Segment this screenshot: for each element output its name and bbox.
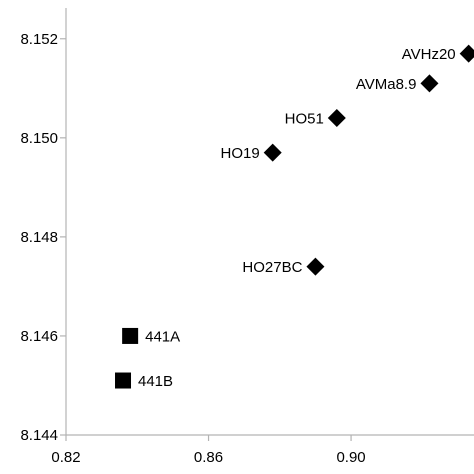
- point-label: HO19: [220, 145, 259, 162]
- chart-marks: AVHz20 AVMa8.9 HO51 HO19 HO27BC 441A 441B: [115, 44, 474, 390]
- x-tick-label: 0.82: [51, 449, 80, 466]
- diamond-marker: [327, 109, 346, 128]
- data-point-ho51: HO51: [285, 109, 346, 128]
- chart-ticks: 8.144 8.146 8.148 8.150 8.152 0.82 0.86 0.90: [20, 31, 365, 466]
- y-tick-label: 8.152: [20, 31, 58, 48]
- diamond-marker: [420, 74, 439, 93]
- point-label: HO27BC: [242, 259, 302, 276]
- y-tick-label: 8.146: [20, 328, 58, 345]
- y-tick-label: 8.150: [20, 130, 58, 147]
- point-label: 441A: [145, 328, 180, 345]
- data-point-441b: 441B: [115, 372, 173, 390]
- diamond-marker: [306, 257, 325, 276]
- data-point-ho27bc: HO27BC: [242, 257, 325, 276]
- y-tick-label: 8.148: [20, 229, 58, 246]
- chart-axes: [65, 8, 474, 436]
- point-label: 441B: [138, 373, 173, 390]
- diamond-marker: [263, 143, 282, 162]
- square-marker: [122, 327, 139, 344]
- point-label: AVHz20: [402, 46, 456, 63]
- data-point-441a: 441A: [122, 327, 180, 345]
- x-tick-label: 0.86: [194, 449, 223, 466]
- diamond-marker: [459, 44, 474, 63]
- y-tick-label: 8.144: [20, 427, 58, 444]
- data-point-avma8-9: AVMa8.9: [356, 74, 439, 93]
- point-label: HO51: [285, 111, 324, 128]
- data-point-ho19: HO19: [220, 143, 282, 162]
- point-label: AVMa8.9: [356, 76, 417, 93]
- data-point-avhz20: AVHz20: [402, 44, 474, 63]
- square-marker: [115, 372, 132, 389]
- x-tick-label: 0.90: [336, 449, 365, 466]
